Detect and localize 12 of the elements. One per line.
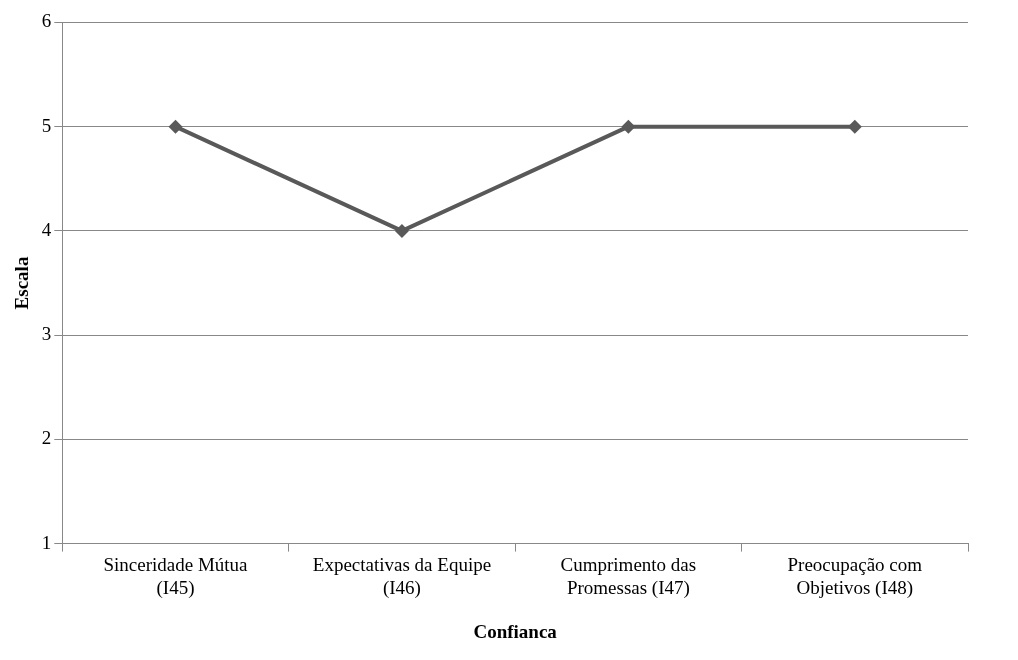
y-tick-label: 1 [41, 531, 52, 553]
y-tick-label: 2 [41, 427, 52, 449]
y-tick-label: 6 [41, 10, 52, 32]
y-tick-label: 5 [41, 114, 52, 136]
x-tick-label: Sinceridade Mútua (I45) [103, 553, 249, 599]
y-tick-label: 4 [41, 218, 52, 240]
x-tick-label: Preocupação com Objetivos (I48) [787, 553, 923, 599]
y-axis-title: Escala [11, 256, 33, 310]
x-tick-label: Cumprimento das Promessas (I47) [560, 553, 697, 599]
x-axis-title: Confianca [473, 620, 558, 642]
x-tick-label: Expectativas da Equipe (I46) [312, 553, 492, 599]
y-tick-label: 3 [41, 323, 52, 345]
